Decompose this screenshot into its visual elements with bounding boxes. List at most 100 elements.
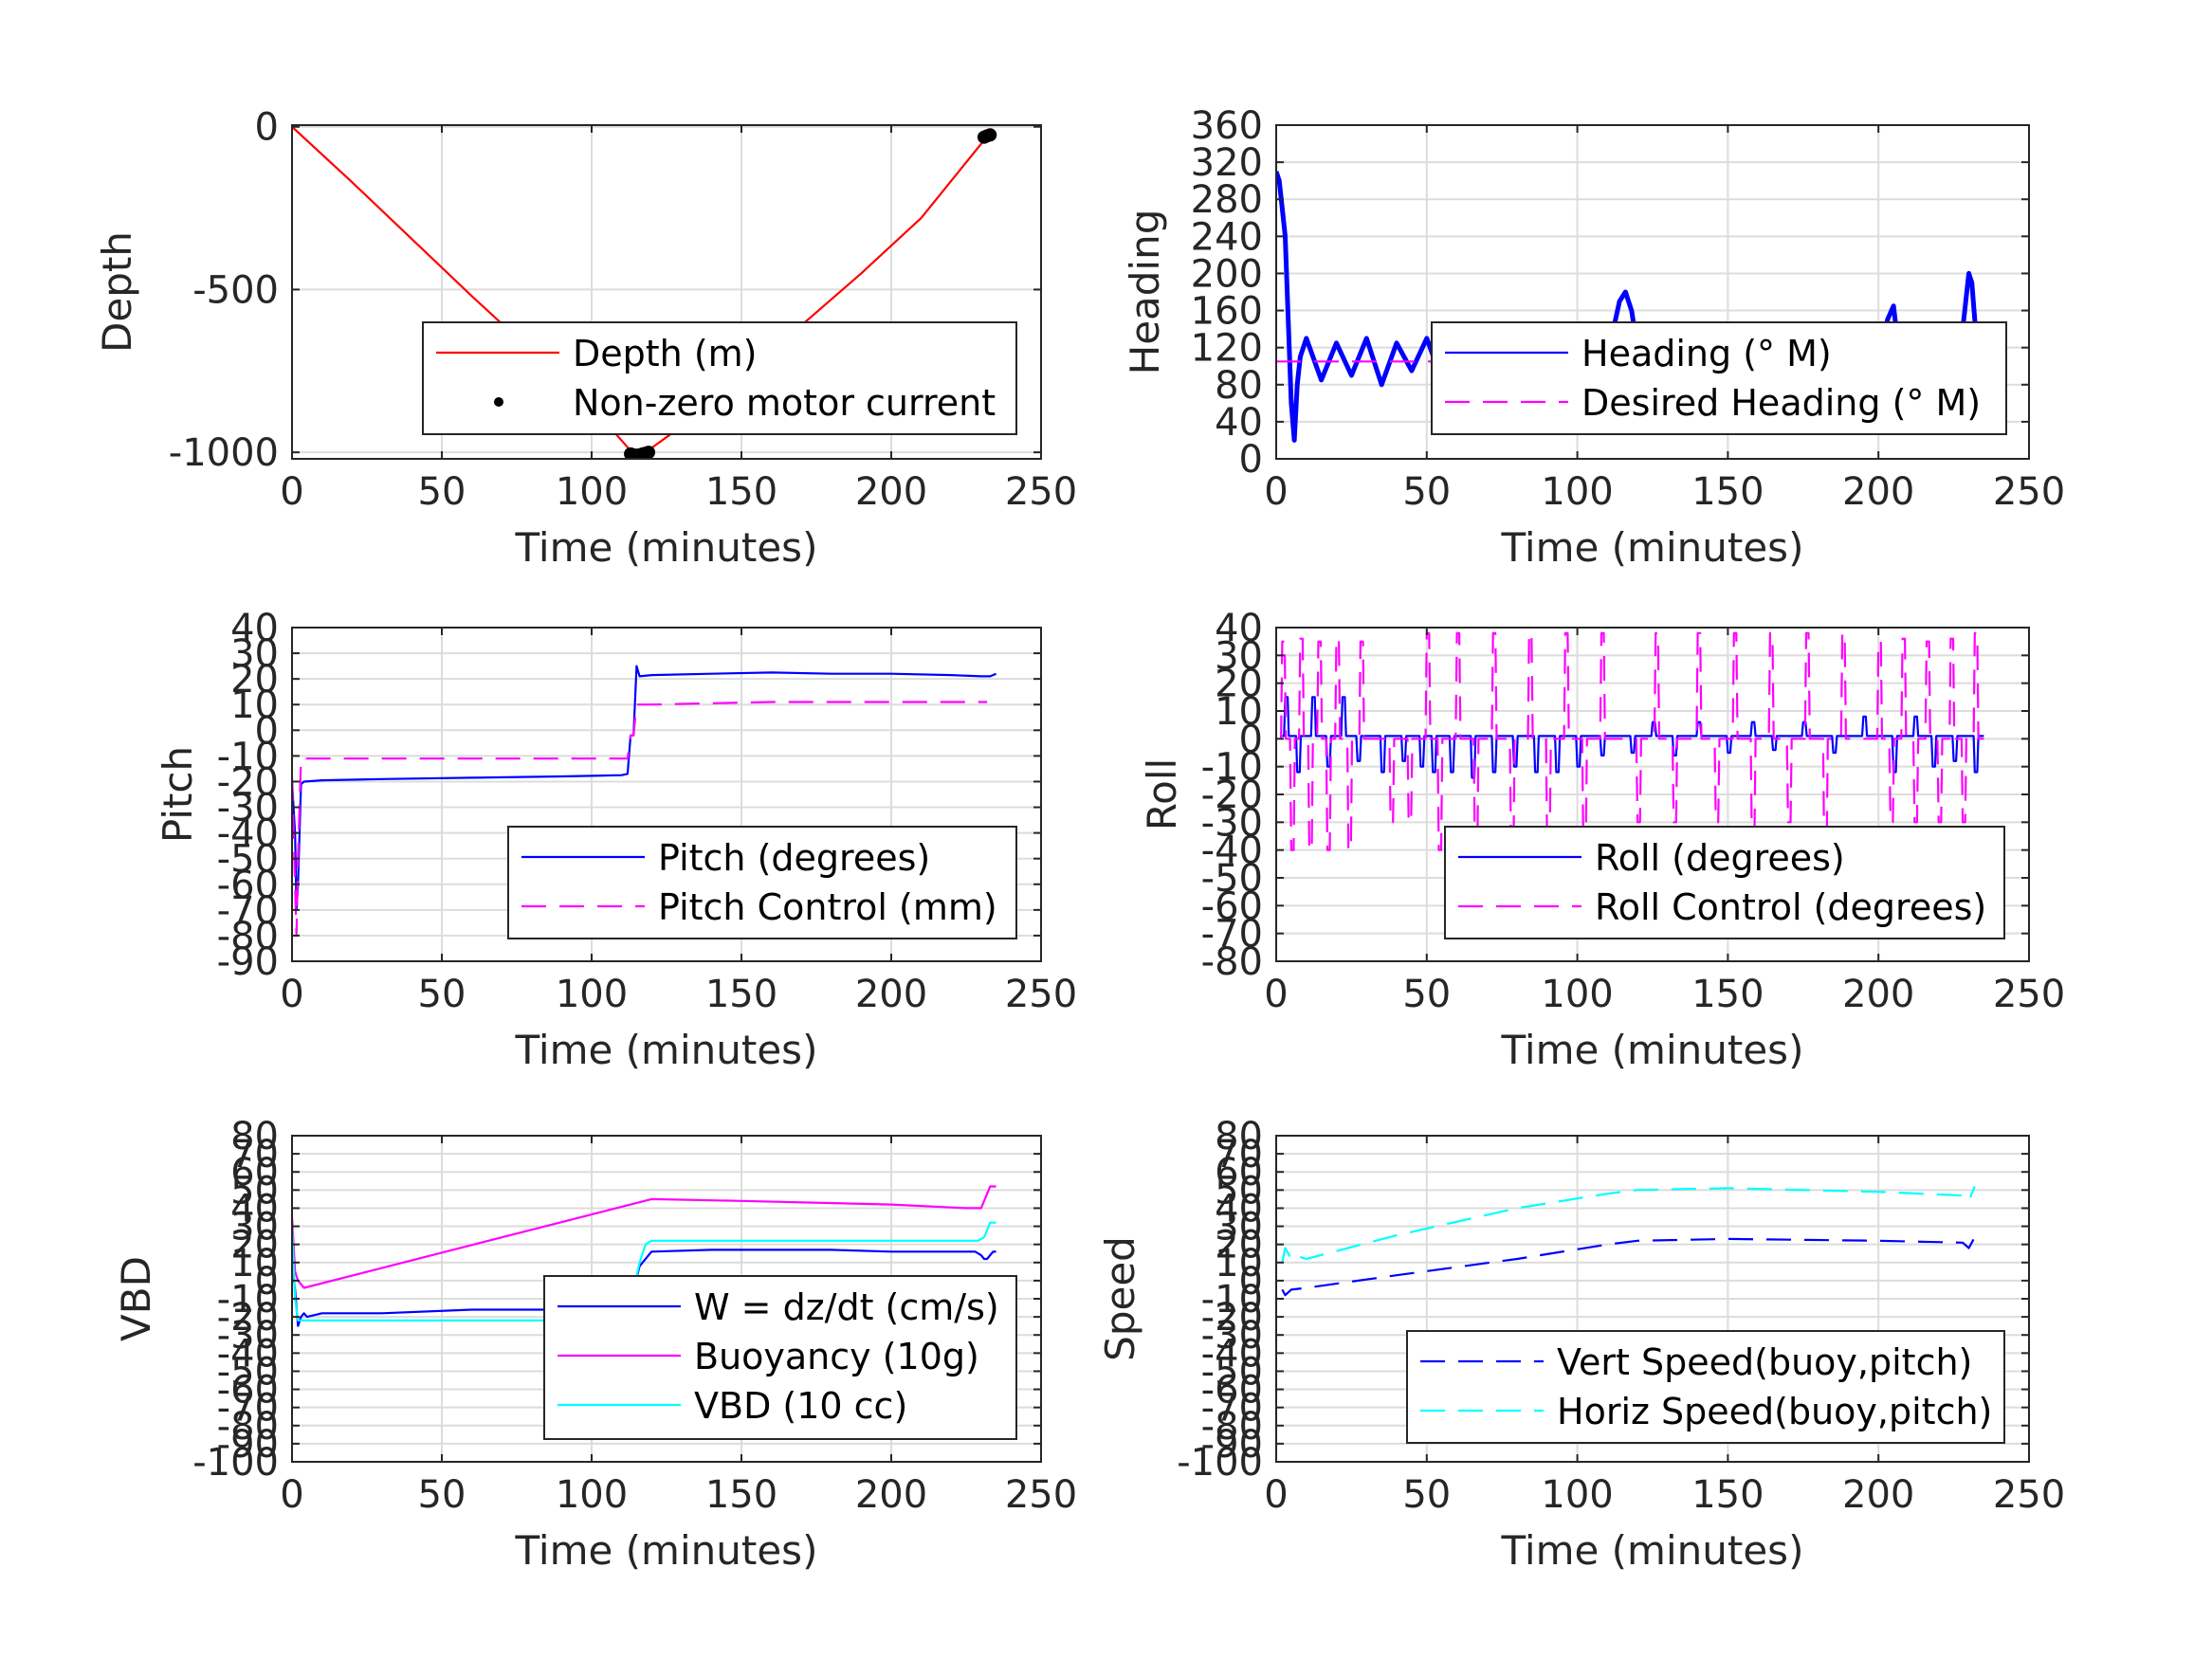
vbd-ytick-label: 80 [230,1115,279,1158]
pitch-axes-frame [291,627,1042,962]
vbd-ytick-label: -60 [217,1369,279,1413]
roll-xtick-label: 250 [1993,973,2065,1016]
roll-legend-box [1444,826,2005,939]
heading-legend: Heading (° M) Desired Heading (° M) [1431,321,2007,435]
vbd-ytick-label: -10 [217,1278,279,1322]
heading-legend-label: Heading (° M) [1581,333,1832,374]
vbd-legend-label: VBD (10 cc) [694,1385,907,1427]
heading-ytick-label: 80 [1215,364,1263,408]
pitch-ytick-label: 10 [230,684,279,727]
vbd-ytick-label: -20 [217,1296,279,1340]
heading-xtick-label: 50 [1402,470,1451,514]
vbd-xtick-label: 100 [556,1473,628,1517]
depth-series-1-point [983,128,997,142]
speed-ytick-label: 30 [1215,1206,1263,1249]
heading-axes-frame [1275,124,2030,460]
pitch-xlabel: Time (minutes) [515,1027,818,1073]
pitch-ytick-label: -50 [217,838,279,882]
speed-ytick-label: -60 [1201,1369,1263,1413]
speed-ytick-label: 70 [1215,1133,1263,1176]
vbd-ytick-label: -80 [217,1405,279,1449]
pitch-ytick-label: 0 [255,709,279,753]
pitch-xtick-label: 100 [556,973,628,1016]
pitch-ytick-label: -10 [217,735,279,778]
vbd-ytick-label: -100 [192,1441,279,1485]
roll-ytick-label: -60 [1201,884,1263,928]
vbd-ytick-label: 10 [230,1242,279,1285]
depth-legend-label: Depth (m) [573,333,758,374]
depth-ytick-label: -500 [192,268,279,312]
heading-ytick-label: 280 [1191,178,1263,222]
roll-legend-label: Roll (degrees) [1595,837,1845,879]
depth-series-group [292,125,997,459]
speed-xtick-label: 150 [1691,1473,1764,1517]
depth-ytick-label: 0 [255,106,279,150]
roll-xtick-label: 0 [1264,973,1288,1016]
pitch-ytick-label: -40 [217,812,279,856]
heading-ytick-label: 200 [1191,252,1263,296]
heading-ytick-label: 240 [1191,215,1263,259]
speed-xtick-label: 0 [1264,1473,1288,1517]
speed-ytick-label: -30 [1201,1314,1263,1358]
depth-xtick-label: 0 [280,470,303,514]
roll-xtick-label: 100 [1541,973,1613,1016]
roll-ytick-label: -50 [1201,857,1263,901]
depth-xtick-label: 250 [1005,470,1077,514]
roll-ytick-label: -40 [1201,830,1263,873]
roll-xtick-label: 200 [1842,973,1914,1016]
speed-ytick-label: -20 [1201,1296,1263,1340]
speed-legend-label: Vert Speed(buoy,pitch) [1557,1341,1972,1383]
vbd-ytick-label: 30 [230,1206,279,1249]
vbd-series-2-line [292,1221,996,1322]
vbd-xtick-label: 250 [1005,1473,1077,1517]
roll-ytick-label: -70 [1201,913,1263,957]
speed-ytick-label: -40 [1201,1332,1263,1376]
depth-xtick-label: 50 [418,470,466,514]
vbd-ytick-label: 50 [230,1169,279,1212]
speed-ytick-label: 40 [1215,1187,1263,1231]
roll-ytick-label: 40 [1215,607,1263,650]
subplot-pitch: 0 50 100 150 200 250403020100-10-20-30-40-50-… [155,607,1077,1073]
subplot-roll: 0 50 100 150 200 250403020100-10-20-30-40-50-… [1139,607,2065,1073]
pitch-ytick-label: -70 [217,889,279,933]
speed-ytick-label: 60 [1215,1151,1263,1194]
subplot-heading: 0 50 100 150 200 2500408012016020024028032036… [1122,104,2065,571]
pitch-xtick-label: 50 [418,973,466,1016]
heading-xtick-label: 100 [1541,470,1613,514]
vbd-ylabel: VBD [113,1256,159,1341]
roll-ytick-label: -20 [1201,774,1263,817]
vbd-ytick-label: 40 [230,1187,279,1231]
depth-axes-frame [291,124,1042,460]
heading-ytick-label: 0 [1239,438,1263,482]
depth-xtick-label: 100 [556,470,628,514]
subplot-speed: 0 50 100 150 200 25080706050403020100-10-20-3… [1097,1115,2065,1574]
speed-series-group [1281,1186,1976,1297]
roll-xtick-label: 150 [1691,973,1764,1016]
speed-ytick-label: -50 [1201,1350,1263,1394]
pitch-ylabel: Pitch [155,746,201,843]
vbd-legend: W = dz/dt (cm/s) Buoyancy (10g) VBD (10 cc… [543,1275,1017,1440]
speed-xlabel: Time (minutes) [1501,1527,1804,1574]
pitch-xtick-label: 150 [705,973,777,1016]
vbd-ytick-label: 20 [230,1224,279,1267]
pitch-ytick-label: 40 [230,607,279,650]
pitch-ytick-label: -80 [217,915,279,958]
vbd-legend-label: W = dz/dt (cm/s) [694,1286,999,1328]
speed-ytick-label: 0 [1239,1260,1263,1304]
pitch-ytick-label: 30 [230,632,279,676]
heading-legend-label: Desired Heading (° M) [1581,382,1981,424]
roll-ytick-label: -30 [1201,801,1263,845]
speed-ytick-label: -100 [1177,1441,1263,1485]
pitch-ytick-label: -90 [217,940,279,984]
roll-legend-label: Roll Control (degrees) [1595,886,1986,928]
vbd-legend-label: Buoyancy (10g) [694,1336,979,1377]
vbd-ytick-label: -90 [217,1423,279,1467]
vbd-legend-box [543,1275,1017,1440]
subplot-depth: 0 50 100 150 200 250 0 -500 -1000 Time (minutes) D… [94,106,1077,571]
pitch-legend-label: Pitch Control (mm) [658,886,997,928]
pitch-legend-box [507,826,1017,939]
depth-xlabel: Time (minutes) [515,524,818,571]
roll-ytick-label: 20 [1215,663,1263,706]
